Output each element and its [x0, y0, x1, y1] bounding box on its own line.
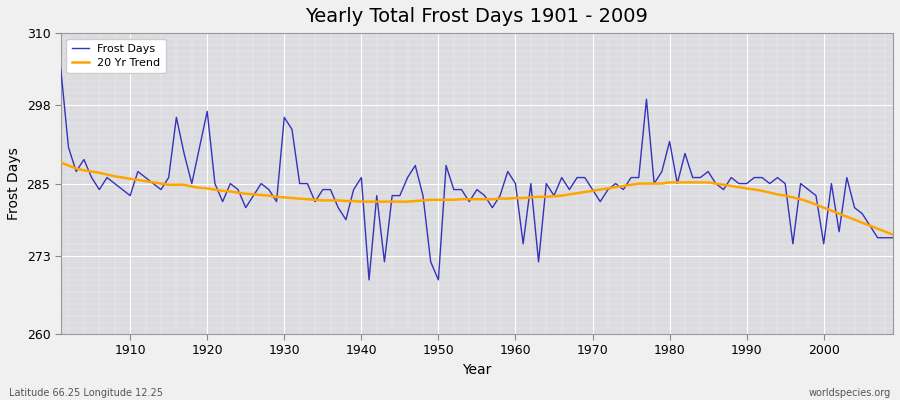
Text: worldspecies.org: worldspecies.org — [809, 388, 891, 398]
Line: 20 Yr Trend: 20 Yr Trend — [61, 162, 893, 235]
Line: Frost Days: Frost Days — [61, 69, 893, 280]
X-axis label: Year: Year — [463, 363, 491, 377]
Frost Days — [610, 181, 621, 186]
Frost Days — [56, 67, 67, 72]
Y-axis label: Frost Days: Frost Days — [7, 147, 21, 220]
Frost Days — [333, 205, 344, 210]
Frost Days — [364, 278, 374, 282]
Frost Days — [887, 235, 898, 240]
Legend: Frost Days, 20 Yr Trend: Frost Days, 20 Yr Trend — [67, 39, 166, 73]
Frost Days — [510, 181, 521, 186]
Frost Days — [518, 241, 528, 246]
20 Yr Trend — [56, 160, 67, 165]
20 Yr Trend — [333, 198, 344, 203]
20 Yr Trend — [286, 196, 297, 200]
Frost Days — [286, 127, 297, 132]
20 Yr Trend — [117, 175, 128, 180]
Title: Yearly Total Frost Days 1901 - 2009: Yearly Total Frost Days 1901 - 2009 — [305, 7, 648, 26]
20 Yr Trend — [887, 232, 898, 237]
20 Yr Trend — [502, 196, 513, 201]
Frost Days — [117, 187, 128, 192]
20 Yr Trend — [602, 186, 613, 191]
20 Yr Trend — [510, 196, 521, 200]
Text: Latitude 66.25 Longitude 12.25: Latitude 66.25 Longitude 12.25 — [9, 388, 163, 398]
